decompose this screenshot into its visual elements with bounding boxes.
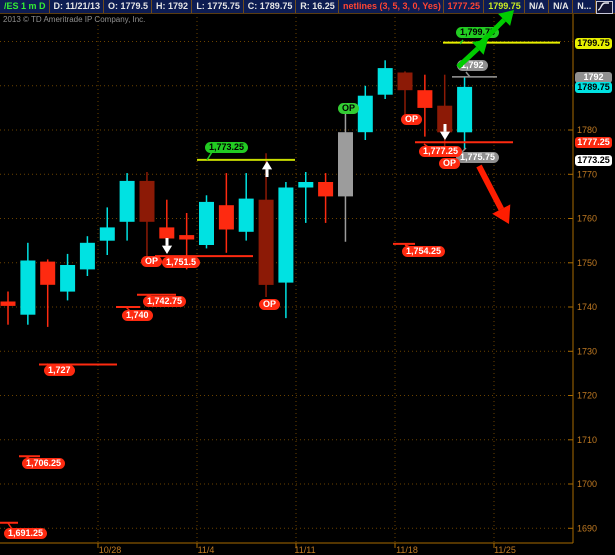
titlebar-cell-study[interactable]: netlines (3, 5, 3, 0, Yes) bbox=[339, 0, 444, 13]
op-marker: OP bbox=[401, 114, 423, 125]
candle-10/21 bbox=[0, 291, 16, 325]
x-axis-label: 11/25 bbox=[494, 545, 516, 555]
titlebar-cell-study-v3: N/A bbox=[525, 0, 550, 13]
candle-10/30 bbox=[139, 172, 155, 257]
candle-11/14 bbox=[357, 85, 373, 140]
titlebar-cell-open: O: 1779.5 bbox=[104, 0, 153, 13]
netline-price-bubble: 1,777.25 bbox=[419, 146, 463, 157]
candle-11/4 bbox=[199, 195, 214, 249]
chart-style-icon[interactable] bbox=[595, 1, 613, 14]
candle-11/19 bbox=[417, 74, 433, 137]
y-axis-label: 1710 bbox=[577, 435, 597, 445]
candle-10/24 bbox=[60, 253, 76, 301]
titlebar-cell-study-v5: N... bbox=[573, 0, 596, 13]
y-axis-label: 1740 bbox=[577, 302, 597, 312]
y-axis-label: 1720 bbox=[577, 391, 597, 401]
netline-price-bubble: 1,751.5 bbox=[162, 257, 201, 268]
candle-11/12 bbox=[318, 173, 334, 223]
op-marker: OP bbox=[439, 158, 461, 169]
y-axis-label: 1770 bbox=[577, 169, 597, 179]
netline-price-bubble: 1,792 bbox=[457, 60, 488, 71]
x-axis-label: 10/28 bbox=[99, 545, 122, 555]
candle-11/8 bbox=[278, 182, 294, 319]
titlebar-cell-range: R: 16.25 bbox=[296, 0, 339, 13]
titlebar-cell-high: H: 1792 bbox=[152, 0, 193, 13]
titlebar-cell-date: D: 11/21/13 bbox=[50, 0, 104, 13]
netline-price-bubble: 1,740 bbox=[122, 310, 153, 321]
netline-price-bubble: 1,775.75 bbox=[456, 152, 500, 163]
candle-11/11 bbox=[298, 172, 314, 223]
axis-price-bubble: 1792 bbox=[575, 72, 612, 83]
netline-price-bubble: 1,773.25 bbox=[205, 142, 249, 153]
y-axis-label: 1750 bbox=[577, 258, 597, 268]
netline-price-bubble: 1,754.25 bbox=[402, 246, 446, 257]
titlebar-cell-low: L: 1775.75 bbox=[192, 0, 244, 13]
candle-10/29 bbox=[119, 173, 135, 241]
axis-price-bubble: 1799.75 bbox=[575, 38, 612, 49]
axis-price-bubble: 1777.25 bbox=[575, 137, 612, 148]
y-axis-label: 1760 bbox=[577, 214, 597, 224]
titlebar-cell-study-v4: N/A bbox=[549, 0, 574, 13]
netline-price-bubble: 1,727 bbox=[44, 365, 75, 376]
y-axis-label: 1690 bbox=[577, 523, 597, 533]
y-axis-label: 1730 bbox=[577, 346, 597, 356]
op-marker: OP bbox=[338, 103, 360, 114]
y-axis-label: 1780 bbox=[577, 125, 597, 135]
candle-10/23 bbox=[40, 259, 56, 327]
candle-10/25 bbox=[79, 236, 95, 276]
x-axis-label: 11/18 bbox=[396, 545, 418, 555]
axis-price-bubble: 1773.25 bbox=[575, 155, 612, 166]
candle-11/18 bbox=[397, 71, 413, 117]
candle-11/6 bbox=[238, 173, 254, 241]
netline-price-bubble: 1,691.25 bbox=[4, 528, 48, 539]
netline-price-bubble: 1,799.75 bbox=[456, 27, 500, 38]
netline-price-bubble: 1,706.25 bbox=[22, 458, 66, 469]
netline-price-bubble: 1,742.75 bbox=[143, 296, 187, 307]
titlebar-cell-study-v2: 1799.75 bbox=[484, 0, 526, 13]
x-axis-label: 11/4 bbox=[198, 545, 215, 555]
candle-11/7 bbox=[258, 153, 274, 297]
titlebar-cell-close: C: 1789.75 bbox=[244, 0, 297, 13]
candle-10/28 bbox=[99, 207, 115, 255]
titlebar-cell-symbol[interactable]: /ES 1 m D bbox=[0, 0, 50, 13]
y-axis-label: 1700 bbox=[577, 479, 597, 489]
axis-price-bubble: 1789.75 bbox=[575, 82, 612, 93]
candle-11/5 bbox=[218, 173, 234, 253]
titlebar-cell-study-v1: 1777.25 bbox=[444, 0, 485, 13]
candle-10/22 bbox=[20, 242, 36, 325]
x-axis-label: 11/11 bbox=[294, 545, 315, 555]
candle-11/13 bbox=[338, 112, 353, 242]
candle-11/15 bbox=[377, 60, 393, 99]
chart-title-bar: /ES 1 m D D: 11/21/13 O: 1779.5 H: 1792 L: 1… bbox=[0, 0, 615, 14]
op-marker: OP bbox=[141, 256, 163, 267]
candle-11/21 bbox=[457, 76, 473, 149]
copyright-notice: 2013 © TD Ameritrade IP Company, Inc. bbox=[3, 15, 146, 24]
op-marker: OP bbox=[259, 299, 281, 310]
